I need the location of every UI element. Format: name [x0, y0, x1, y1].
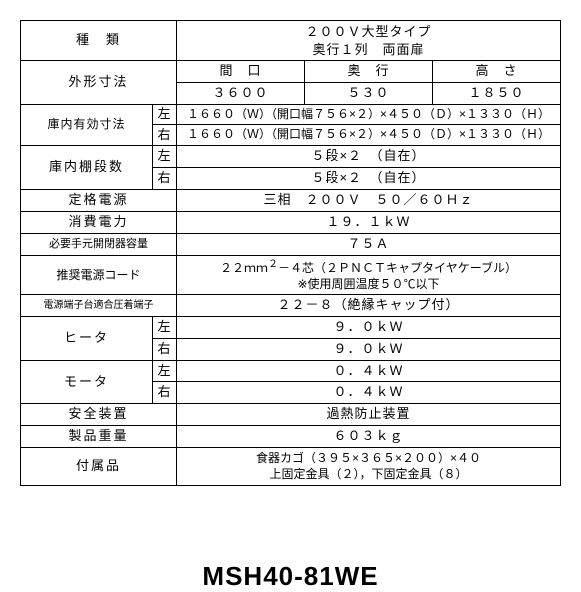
cord-label: 推奨電源コード [21, 255, 177, 294]
safety-label: 安全装置 [21, 404, 177, 426]
row-accessories: 付属品 食器カゴ（３９５×３６５×２００）×４０ 上固定金具（２），下固定金具（… [21, 448, 561, 485]
row-interior-left: 庫内有効寸法 左 １６６０（Ｗ）（開口幅７５６×２）×４５０（Ｄ）×１３３０（Ｈ… [21, 104, 561, 125]
model-number: MSH40-81WE [20, 561, 561, 592]
safety-value: 過熱防止装置 [177, 404, 561, 426]
interior-right: １６６０（Ｗ）（開口幅７５６×２）×４５０（Ｄ）×１３３０（Ｈ） [177, 125, 561, 146]
interior-right-label: 右 [153, 125, 177, 146]
acc-l2: 上固定金具（２），下固定金具（８） [270, 467, 468, 481]
row-dims-head: 外形寸法 間 口 奥 行 高 さ [21, 61, 561, 83]
row-power-rated: 定格電源 三相 ２００Ｖ ５０／６０Ｈｚ [21, 189, 561, 211]
accessories-value: 食器カゴ（３９５×３６５×２００）×４０ 上固定金具（２），下固定金具（８） [177, 448, 561, 485]
row-heater-left: ヒータ 左 ９．０ｋＷ [21, 316, 561, 338]
dims-h1: 間 口 [177, 61, 305, 83]
row-motor-left: モータ 左 ０．４ｋＷ [21, 360, 561, 382]
shelves-left-label: 左 [153, 146, 177, 168]
accessories-label: 付属品 [21, 448, 177, 485]
type-line1: ２００Ｖ大型タイプ [306, 24, 432, 39]
breaker-value: ７５Ａ [177, 233, 561, 255]
terminal-label: 電源端子台適合圧着端子 [21, 294, 177, 316]
type-line2: 奥行１列 両面扉 [313, 42, 425, 57]
motor-label: モータ [21, 360, 153, 404]
power-consumption-value: １９．１ｋＷ [177, 211, 561, 233]
type-value: ２００Ｖ大型タイプ 奥行１列 両面扉 [177, 21, 561, 61]
power-rated-label: 定格電源 [21, 189, 177, 211]
type-label: 種 類 [21, 21, 177, 61]
row-weight: 製品重量 ６０３ｋｇ [21, 426, 561, 448]
row-breaker: 必要手元開閉器容量 ７５Ａ [21, 233, 561, 255]
dims-v3: １８５０ [433, 82, 561, 104]
cord-value: ２２ｍｍ２－４芯（２ＰＮＣＴキャプタイヤケーブル） ※使用周囲温度５０℃以下 [177, 255, 561, 294]
motor-left: ０．４ｋＷ [177, 360, 561, 382]
row-shelves-left: 庫内棚段数 左 ５段×２ （自在） [21, 146, 561, 168]
heater-right: ９．０ｋＷ [177, 338, 561, 360]
heater-left-label: 左 [153, 316, 177, 338]
shelves-label: 庫内棚段数 [21, 146, 153, 190]
interior-left-label: 左 [153, 104, 177, 125]
terminal-value: ２２－８（絶縁キャップ付） [177, 294, 561, 316]
dims-h2: 奥 行 [305, 61, 433, 83]
acc-l1: 食器カゴ（３９５×３６５×２００）×４０ [256, 451, 481, 465]
cord-sup: ２ [268, 259, 278, 270]
motor-right: ０．４ｋＷ [177, 382, 561, 404]
dims-label: 外形寸法 [21, 61, 177, 105]
cord-l1b: －４芯（２ＰＮＣＴキャプタイヤケーブル） [278, 261, 517, 275]
shelves-left: ５段×２ （自在） [177, 146, 561, 168]
interior-label: 庫内有効寸法 [21, 104, 153, 145]
row-safety: 安全装置 過熱防止装置 [21, 404, 561, 426]
shelves-right: ５段×２ （自在） [177, 167, 561, 189]
motor-right-label: 右 [153, 382, 177, 404]
weight-label: 製品重量 [21, 426, 177, 448]
row-type: 種 類 ２００Ｖ大型タイプ 奥行１列 両面扉 [21, 21, 561, 61]
shelves-right-label: 右 [153, 167, 177, 189]
dims-h3: 高 さ [433, 61, 561, 83]
weight-value: ６０３ｋｇ [177, 426, 561, 448]
cord-l2: ※使用周囲温度５０℃以下 [297, 277, 439, 291]
power-rated-value: 三相 ２００Ｖ ５０／６０Ｈｚ [177, 189, 561, 211]
spec-table: 種 類 ２００Ｖ大型タイプ 奥行１列 両面扉 外形寸法 間 口 奥 行 高 さ … [20, 20, 561, 486]
row-cord: 推奨電源コード ２２ｍｍ２－４芯（２ＰＮＣＴキャプタイヤケーブル） ※使用周囲温… [21, 255, 561, 294]
row-terminal: 電源端子台適合圧着端子 ２２－８（絶縁キャップ付） [21, 294, 561, 316]
power-consumption-label: 消費電力 [21, 211, 177, 233]
motor-left-label: 左 [153, 360, 177, 382]
interior-left: １６６０（Ｗ）（開口幅７５６×２）×４５０（Ｄ）×１３３０（Ｈ） [177, 104, 561, 125]
dims-v2: ５３０ [305, 82, 433, 104]
heater-label: ヒータ [21, 316, 153, 360]
row-power-consumption: 消費電力 １９．１ｋＷ [21, 211, 561, 233]
breaker-label: 必要手元開閉器容量 [21, 233, 177, 255]
heater-right-label: 右 [153, 338, 177, 360]
cord-l1a: ２２ｍｍ [220, 261, 268, 275]
heater-left: ９．０ｋＷ [177, 316, 561, 338]
dims-v1: ３６００ [177, 82, 305, 104]
